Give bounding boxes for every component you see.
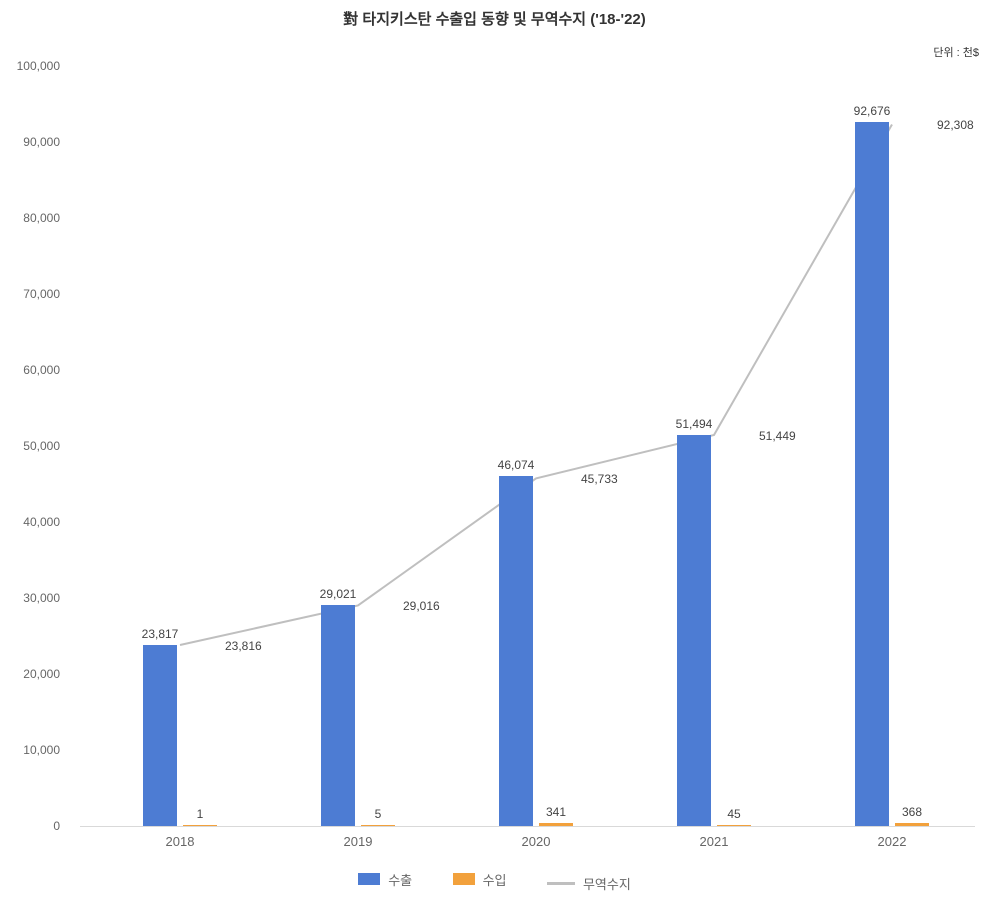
y-tick: 90,000 [0,135,60,149]
x-tick: 2021 [700,834,729,849]
y-tick: 80,000 [0,211,60,225]
y-tick: 40,000 [0,515,60,529]
data-label-imports: 341 [546,805,566,819]
data-label-imports: 368 [902,805,922,819]
x-tick: 2019 [344,834,373,849]
bar-exports [677,435,711,826]
legend-label-exports: 수출 [388,870,412,889]
x-tick: 2020 [522,834,551,849]
data-label-balance: 51,449 [759,429,796,443]
x-tick: 2018 [166,834,195,849]
legend-swatch-exports [358,873,380,885]
data-label-imports: 5 [375,807,382,821]
bar-exports [321,605,355,826]
legend-item-balance: 무역수지 [547,874,631,893]
y-tick: 70,000 [0,287,60,301]
data-label-exports: 92,676 [854,104,891,118]
y-tick: 0 [0,819,60,833]
legend-swatch-balance [547,882,575,885]
legend-item-exports: 수출 [358,870,412,889]
bar-exports [855,122,889,826]
bar-exports [143,645,177,826]
y-tick: 100,000 [0,59,60,73]
data-label-balance: 29,016 [403,599,440,613]
y-tick: 50,000 [0,439,60,453]
y-tick: 10,000 [0,743,60,757]
chart-title: 對 타지키스탄 수출입 동향 및 무역수지 ('18-'22) [0,0,989,29]
y-tick: 20,000 [0,667,60,681]
x-tick: 2022 [878,834,907,849]
y-tick: 30,000 [0,591,60,605]
chart-container: 對 타지키스탄 수출입 동향 및 무역수지 ('18-'22) 단위 : 천$ … [0,0,989,899]
y-tick: 60,000 [0,363,60,377]
bar-exports [499,476,533,826]
legend-item-imports: 수입 [453,870,507,889]
data-label-imports: 1 [197,807,204,821]
data-label-exports: 46,074 [498,458,535,472]
legend: 수출 수입 무역수지 [0,870,989,894]
data-label-balance: 23,816 [225,639,262,653]
unit-label: 단위 : 천$ [933,44,979,60]
data-label-balance: 45,733 [581,472,618,486]
legend-swatch-imports [453,873,475,885]
data-label-imports: 45 [727,807,740,821]
data-label-exports: 23,817 [142,627,179,641]
data-label-balance: 92,308 [937,118,974,132]
data-label-exports: 29,021 [320,587,357,601]
legend-label-balance: 무역수지 [583,874,631,893]
y-axis: 010,00020,00030,00040,00050,00060,00070,… [0,66,70,826]
legend-label-imports: 수입 [483,870,507,889]
x-axis: 2018 2019 2020 2021 2022 [80,826,975,856]
plot-area: 23,817 1 29,021 5 46,074 341 51,494 45 92,676 368… [80,66,975,826]
data-label-exports: 51,494 [676,417,713,431]
